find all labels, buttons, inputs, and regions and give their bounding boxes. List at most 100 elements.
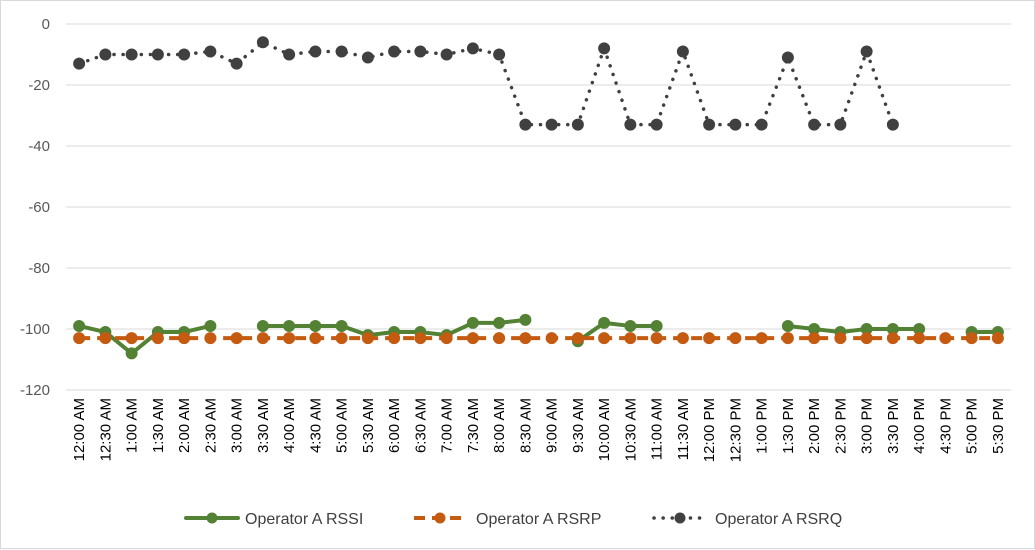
x-tick-label: 1:30 PM bbox=[780, 398, 797, 454]
x-axis: 12:00 AM 12:30 AM 1:00 AM 1:30 AM 2:00 AM 2:3… bbox=[71, 398, 1007, 462]
data-point bbox=[361, 51, 374, 64]
data-point bbox=[178, 332, 191, 345]
x-tick-label: 3:30 PM bbox=[885, 398, 902, 454]
series-operator-a-rsrq bbox=[73, 36, 899, 131]
y-tick-label: -120 bbox=[20, 382, 50, 399]
y-tick-label: -60 bbox=[28, 199, 50, 216]
data-point bbox=[283, 332, 296, 345]
x-tick-label: 8:00 AM bbox=[491, 398, 508, 453]
data-point bbox=[73, 332, 86, 345]
data-point bbox=[729, 118, 742, 131]
data-point bbox=[676, 332, 689, 345]
series-line bbox=[785, 323, 922, 335]
legend-label: Operator A RSRP bbox=[476, 511, 601, 528]
data-point bbox=[230, 332, 243, 345]
data-point bbox=[650, 319, 663, 332]
legend: Operator A RSSI Operator A RSRP Operator A… bbox=[184, 511, 842, 528]
gridlines bbox=[66, 23, 1011, 391]
x-tick-label: 5:30 AM bbox=[360, 398, 377, 453]
series-layer bbox=[73, 36, 1004, 360]
data-point bbox=[125, 48, 138, 61]
series-line bbox=[575, 320, 659, 344]
legend-label: Operator A RSRQ bbox=[715, 511, 842, 528]
data-point bbox=[808, 332, 821, 345]
x-tick-label: 1:30 AM bbox=[150, 398, 167, 453]
x-tick-label: 3:00 PM bbox=[859, 398, 876, 454]
data-point bbox=[99, 332, 112, 345]
data-point bbox=[493, 316, 506, 329]
x-tick-label: 12:00 AM bbox=[71, 398, 88, 461]
data-point bbox=[204, 45, 217, 58]
data-point bbox=[309, 45, 322, 58]
data-point bbox=[414, 332, 427, 345]
y-tick-label: -80 bbox=[28, 260, 50, 277]
x-tick-label: 5:00 PM bbox=[964, 398, 981, 454]
data-point bbox=[624, 319, 637, 332]
data-point bbox=[151, 332, 164, 345]
series-line bbox=[77, 40, 895, 127]
x-tick-label: 12:00 PM bbox=[701, 398, 718, 462]
data-point bbox=[283, 48, 296, 61]
x-tick-label: 2:30 AM bbox=[202, 398, 219, 453]
x-tick-label: 4:30 AM bbox=[307, 398, 324, 453]
x-tick-label: 4:30 PM bbox=[937, 398, 954, 454]
data-point bbox=[361, 332, 374, 345]
x-tick-label: 3:30 AM bbox=[255, 398, 272, 453]
x-tick-label: 1:00 PM bbox=[754, 398, 771, 454]
x-tick-label: 10:00 AM bbox=[596, 398, 613, 461]
legend-label: Operator A RSSI bbox=[245, 511, 363, 528]
data-point bbox=[571, 118, 584, 131]
x-tick-label: 9:00 AM bbox=[544, 398, 561, 453]
y-tick-label: -20 bbox=[28, 77, 50, 94]
x-tick-label: 7:30 AM bbox=[465, 398, 482, 453]
data-point bbox=[808, 118, 821, 131]
data-point bbox=[965, 332, 978, 345]
data-point bbox=[834, 332, 847, 345]
data-point bbox=[73, 319, 86, 332]
data-point bbox=[755, 118, 768, 131]
y-axis: 0 -20 -40 -60 -80 -100 -120 bbox=[20, 16, 50, 399]
data-point bbox=[466, 316, 479, 329]
data-point bbox=[466, 42, 479, 55]
data-point bbox=[886, 332, 899, 345]
data-point bbox=[781, 332, 794, 345]
data-point bbox=[178, 48, 191, 61]
data-point bbox=[781, 51, 794, 64]
legend-marker bbox=[206, 512, 218, 524]
x-tick-label: 8:30 AM bbox=[517, 398, 534, 453]
data-point bbox=[256, 332, 269, 345]
legend-item: Operator A RSRP bbox=[414, 511, 601, 528]
x-tick-label: 3:00 AM bbox=[229, 398, 246, 453]
x-tick-label: 2:30 PM bbox=[832, 398, 849, 454]
data-point bbox=[755, 332, 768, 345]
data-point bbox=[571, 332, 584, 345]
y-tick-label: 0 bbox=[42, 16, 50, 33]
data-point bbox=[493, 332, 506, 345]
data-point bbox=[335, 319, 348, 332]
data-point bbox=[598, 42, 611, 55]
data-point bbox=[388, 332, 401, 345]
data-point bbox=[545, 332, 558, 345]
data-point bbox=[256, 319, 269, 332]
x-tick-label: 12:30 PM bbox=[727, 398, 744, 462]
x-tick-label: 4:00 AM bbox=[281, 398, 298, 453]
data-point bbox=[204, 332, 217, 345]
data-point bbox=[388, 45, 401, 58]
data-point bbox=[939, 332, 952, 345]
series-operator-a-rsrp bbox=[73, 332, 1004, 345]
data-point bbox=[860, 45, 873, 58]
data-point bbox=[650, 332, 663, 345]
x-tick-label: 5:00 AM bbox=[334, 398, 351, 453]
data-point bbox=[624, 332, 637, 345]
data-point bbox=[335, 332, 348, 345]
x-tick-label: 1:00 AM bbox=[124, 398, 141, 453]
legend-item: Operator A RSSI bbox=[184, 511, 363, 528]
data-point bbox=[256, 36, 269, 49]
x-tick-label: 12:30 AM bbox=[97, 398, 114, 461]
x-tick-label: 2:00 AM bbox=[176, 398, 193, 453]
data-point bbox=[440, 48, 453, 61]
data-point bbox=[493, 48, 506, 61]
y-tick-label: -100 bbox=[20, 321, 50, 338]
